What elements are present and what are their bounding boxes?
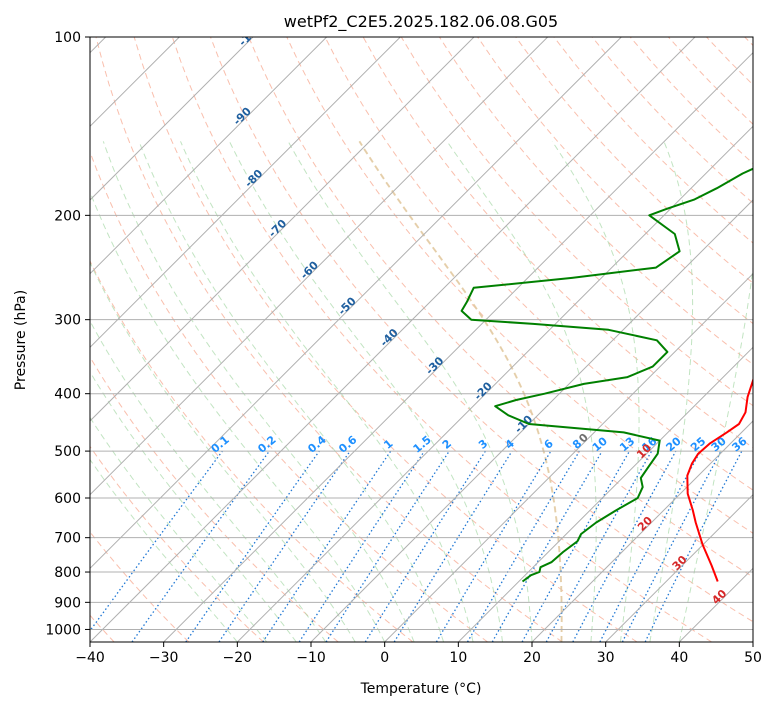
temperature-profile-line (686, 377, 753, 582)
isotherm-line (531, 420, 753, 642)
data-series (460, 167, 753, 583)
isotherm-line (90, 37, 622, 570)
x-tick-label: 10 (449, 650, 467, 666)
x-tick-label: −20 (223, 650, 253, 666)
dry-adiabat-line (324, 37, 753, 491)
mixing-ratio-line (545, 450, 653, 642)
dewpoint-profile-line (460, 167, 753, 583)
mixing-ratio-line (218, 450, 351, 642)
y-tick-label: 1000 (45, 622, 81, 638)
isotherm-line (457, 346, 753, 642)
dry-adiabat-line (248, 37, 753, 578)
dry-adiabat-line (171, 37, 712, 642)
mixing-ratio-line (131, 450, 270, 642)
plot-frame (89, 36, 754, 643)
x-tick-label: 20 (523, 650, 541, 666)
y-tick-label: 900 (54, 595, 81, 611)
x-tick-label: 40 (670, 650, 688, 666)
y-tick-label: 300 (54, 313, 81, 329)
isotherm-label: -100 (236, 20, 265, 49)
dry-adiabat-line (286, 37, 753, 534)
mixing-ratio-line (90, 450, 223, 632)
x-tick-label: 50 (744, 650, 762, 666)
y-axis-title: Pressure (hPa) (13, 290, 29, 390)
isotherm-line (90, 37, 254, 201)
y-tick-label: 400 (54, 387, 81, 403)
dry-adiabat-line (90, 259, 414, 642)
dry-adiabat-line (95, 37, 563, 642)
y-tick-label: 500 (54, 444, 81, 460)
mixing-ratio-line (298, 450, 425, 642)
x-axis-title: Temperature (°C) (360, 681, 482, 697)
isotherm-line (90, 37, 549, 496)
dry-adiabat-line (210, 37, 753, 623)
isotherm-line (310, 199, 753, 642)
dry-adiabat-line (515, 37, 753, 284)
isotherm-line (384, 272, 753, 642)
x-tick-label: −10 (296, 650, 326, 666)
mixing-ratio-line (521, 450, 631, 642)
x-tick-label: −40 (75, 650, 105, 666)
y-axis: 100 200 300 400 500 600 700 800 900 1000 (45, 30, 90, 638)
isotherm-line (90, 37, 475, 422)
x-tick-label: 0 (380, 650, 389, 666)
mixing-ratio-line (644, 450, 743, 642)
y-tick-label: 800 (54, 565, 81, 581)
y-tick-label: 600 (54, 491, 81, 507)
grid-lines (90, 37, 753, 642)
mixing-ratio-line (262, 450, 392, 642)
y-tick-label: 100 (54, 30, 81, 46)
mixing-ratio-line (393, 450, 513, 642)
isotherm-line (90, 37, 328, 275)
isotherm-line (90, 37, 401, 349)
chart-title: wetPf2_C2E5.2025.182.06.08.G05 (284, 12, 558, 32)
x-tick-label: 30 (597, 650, 615, 666)
mixing-ratio-line (325, 450, 450, 642)
y-tick-label: 200 (54, 208, 81, 224)
y-tick-label: 700 (54, 531, 81, 547)
isotherm-line (236, 125, 753, 642)
isotherm-line (605, 493, 753, 642)
dry-adiabat-line (90, 445, 264, 642)
mixing-ratio-line (185, 450, 320, 642)
isotherm-line (163, 51, 753, 642)
dry-adiabat-line (90, 356, 339, 642)
x-axis: −40 −30 −20 −10 0 10 20 30 40 50 (75, 642, 762, 666)
dry-adiabat-line (133, 37, 638, 642)
x-tick-label: −30 (149, 650, 179, 666)
mixing-ratio-line (572, 450, 677, 642)
isotherm-line (90, 37, 696, 642)
